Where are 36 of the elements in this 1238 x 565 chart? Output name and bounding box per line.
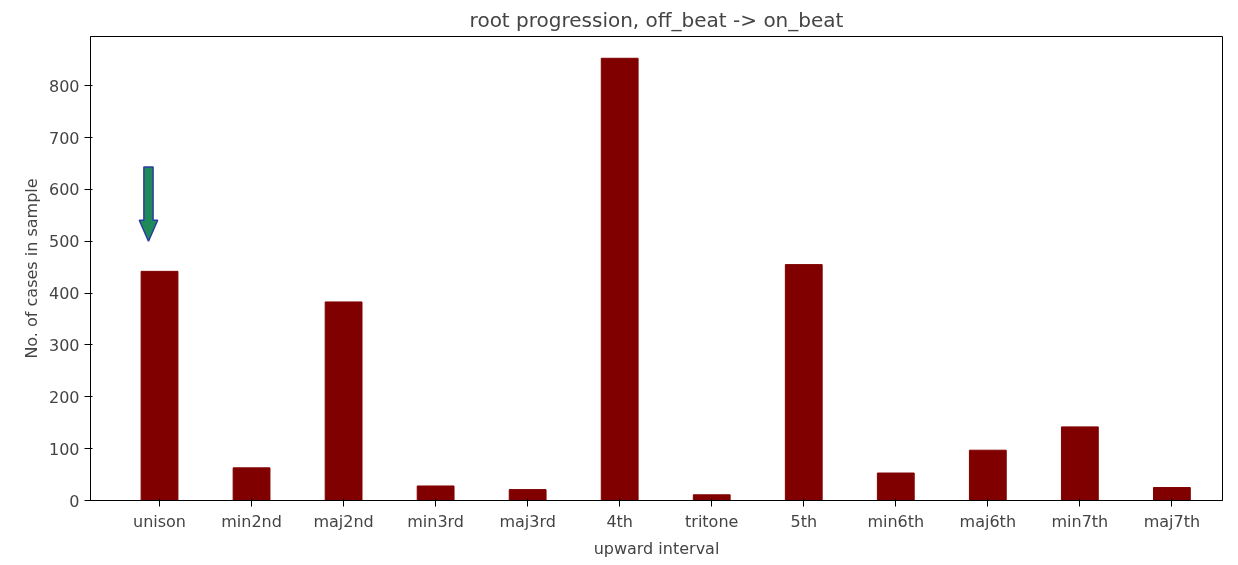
bar	[692, 494, 731, 501]
bar	[968, 449, 1007, 501]
x-tick-label: maj7th	[1143, 511, 1201, 531]
x-tick-label: maj6th	[959, 511, 1017, 531]
bar	[140, 270, 179, 501]
y-tick-label: 0	[69, 491, 80, 511]
bar	[416, 485, 455, 501]
x-tick-label: min6th	[867, 511, 925, 531]
x-tick-label: tritone	[685, 511, 739, 531]
y-tick-label: 300	[48, 335, 80, 355]
x-axis-title: upward interval	[593, 538, 720, 558]
bar	[784, 264, 823, 501]
bar	[232, 467, 271, 501]
bar	[1060, 426, 1099, 501]
x-tick-label: maj3rd	[499, 511, 556, 531]
bar	[508, 489, 547, 501]
y-tick-label: 500	[48, 232, 80, 252]
y-tick-label: 100	[48, 439, 80, 459]
y-tick-label: 600	[48, 180, 80, 200]
y-tick-label: 400	[48, 284, 80, 304]
chart-title: root progression, off_beat -> on_beat	[469, 7, 844, 32]
y-tick-label: 700	[48, 128, 80, 148]
bar	[876, 472, 915, 501]
bar	[324, 301, 363, 501]
x-tick-label: min2nd	[221, 511, 282, 531]
x-tick-label: 4th	[606, 511, 633, 531]
x-tick-label: min7th	[1051, 511, 1109, 531]
y-tick-label: 200	[48, 387, 80, 407]
bar	[600, 57, 639, 501]
y-tick-label: 800	[48, 76, 80, 96]
y-axis-title: No. of cases in sample	[21, 178, 41, 359]
x-tick-label: unison	[133, 511, 187, 531]
x-tick-label: min3rd	[407, 511, 465, 531]
bar	[1152, 487, 1191, 501]
x-tick-label: 5th	[790, 511, 818, 531]
x-tick-label: maj2nd	[313, 511, 374, 531]
